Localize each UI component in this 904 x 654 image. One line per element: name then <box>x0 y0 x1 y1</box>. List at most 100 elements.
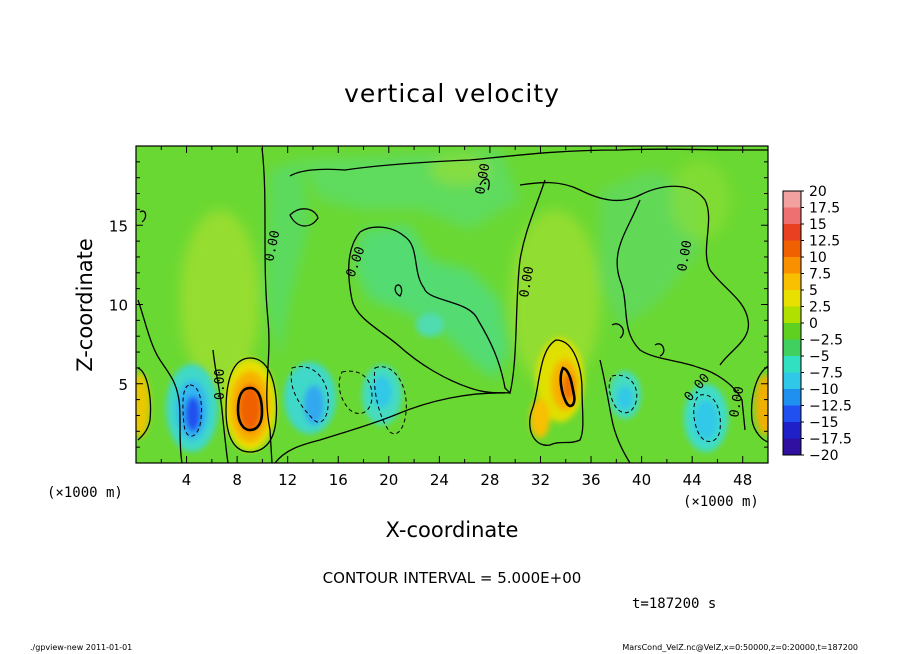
contour-downdraft-5 <box>608 374 638 414</box>
colorbar-swatch <box>783 438 801 455</box>
contour-label-8: 0.00 <box>473 162 493 195</box>
contour-zero-10 <box>212 349 229 463</box>
shade-warm-far-right <box>670 160 730 240</box>
downdraft-cell-4-core <box>617 386 633 410</box>
contour-field-fragment-1 <box>289 208 319 227</box>
x-unit-label-right: (×1000 m) <box>683 494 759 510</box>
contour-updraft-5 <box>750 365 768 443</box>
x-tick-label: 8 <box>232 471 242 489</box>
colorbar-label: 20 <box>809 184 827 200</box>
chart-title: vertical velocity <box>344 79 560 108</box>
contour-downdraft-1 <box>182 384 203 437</box>
contour-updraft-2-outer <box>529 339 584 446</box>
contours <box>137 147 768 463</box>
x-tick-label: 40 <box>632 471 651 489</box>
colorbar-label: −5 <box>809 349 830 365</box>
field-shading <box>180 150 730 390</box>
contour-zero-4 <box>274 392 506 463</box>
colorbar-swatch <box>783 405 801 422</box>
x-tick-label: 48 <box>733 471 752 489</box>
downdraft-cell-1-core <box>185 396 201 432</box>
contour-label-4: 0.00 <box>213 369 228 400</box>
colorbar-label: 0 <box>809 316 818 332</box>
x-tick-label: 44 <box>683 471 702 489</box>
colorbar-swatch <box>783 356 801 373</box>
shade-warm-upper <box>430 155 490 185</box>
colorbar-swatch <box>783 389 801 406</box>
colorbar-label: −20 <box>809 448 839 464</box>
x-unit-label-left: (×1000 m) <box>47 485 123 501</box>
colorbar-swatch <box>783 323 801 340</box>
x-tick-label: 4 <box>182 471 192 489</box>
contour-label-3: 0.00 <box>517 265 537 298</box>
time-text: t=187200 s <box>632 596 716 612</box>
contour-field-fragment-4 <box>139 210 147 223</box>
colorbar-label: 15 <box>809 217 827 233</box>
colorbar-swatch <box>783 290 801 307</box>
contour-zero-6 <box>519 181 750 366</box>
colorbar-swatch <box>783 224 801 241</box>
contour-downdraft-3 <box>338 370 373 414</box>
colorbar-swatch <box>783 257 801 274</box>
contour-updraft-1-outer <box>225 357 278 453</box>
contour-label-7: 0.00 <box>675 239 695 272</box>
x-tick-label: 16 <box>329 471 348 489</box>
contour-interval-text: CONTOUR INTERVAL = 5.000E+00 <box>323 569 582 587</box>
x-axis-ticks: 4 8 12 16 20 24 28 32 36 40 44 48 <box>160 146 752 489</box>
colorbar-label: −12.5 <box>809 399 852 415</box>
colorbar-swatch <box>783 191 801 208</box>
y-axis-ticks: 5 10 15 <box>109 161 768 448</box>
updraft-cell-3 <box>530 398 550 438</box>
contour-downdraft-4 <box>373 366 407 435</box>
contour-zero-1 <box>261 147 273 463</box>
x-tick-label: 20 <box>379 471 398 489</box>
colorbar-swatch <box>783 273 801 290</box>
plot-field: 0.00 0.00 0.00 0.00 0.00 0.00 0.00 0.00 <box>136 146 768 463</box>
updraft-cell-4 <box>136 373 150 437</box>
colorbar-label: −2.5 <box>809 333 843 349</box>
contour-downdraft-6 <box>693 394 721 442</box>
downdraft-cell-2-core <box>304 385 324 425</box>
colorbar-swatch <box>783 240 801 257</box>
contour-zero-8 <box>599 359 631 463</box>
shade-warm-right <box>510 210 600 390</box>
y-tick-label: 15 <box>109 217 128 235</box>
x-tick-label: 12 <box>278 471 297 489</box>
colorbar-swatch <box>783 339 801 356</box>
contours-negative <box>182 366 721 442</box>
footer-left: ./gpview-new 2011-01-01 <box>30 643 132 652</box>
x-tick-label: 36 <box>581 471 600 489</box>
contour-field-fragment-5 <box>611 323 624 339</box>
contour-field-fragment-6 <box>654 343 665 357</box>
x-tick-label: 28 <box>480 471 499 489</box>
x-tick-label: 32 <box>531 471 550 489</box>
downdraft-cell-3-core <box>372 376 392 408</box>
colorbar-label: −7.5 <box>809 366 843 382</box>
colorbar-swatch <box>783 207 801 224</box>
colorbar-label: 7.5 <box>809 267 831 283</box>
colorbar-label: 5 <box>809 283 818 299</box>
downdraft-cell-5-core <box>694 400 718 440</box>
contour-updraft-2-inner <box>559 366 576 408</box>
updraft-cell-1-core <box>238 384 262 432</box>
contour-updraft-1-inner <box>236 386 264 432</box>
updraft-cell-5 <box>755 375 768 435</box>
x-axis-label: X-coordinate <box>386 518 519 542</box>
contour-downdraft-2 <box>290 366 329 423</box>
x-tick-label: 24 <box>430 471 449 489</box>
contour-field-fragment-3 <box>479 178 490 191</box>
downdraft-cells <box>166 313 728 452</box>
colorbar-label: −10 <box>809 382 839 398</box>
colorbar-label: 2.5 <box>809 300 831 316</box>
contour-zero-9 <box>137 299 183 463</box>
y-tick-label: 5 <box>118 376 128 394</box>
colorbar-label: −15 <box>809 415 839 431</box>
y-tick-label: 10 <box>109 297 128 315</box>
contour-zero-7 <box>616 199 746 431</box>
colorbar-label: 17.5 <box>809 201 840 217</box>
colorbar-swatch <box>783 306 801 323</box>
contour-label-1: 0.00 <box>262 229 283 263</box>
shade-weak-down-center <box>355 225 510 380</box>
downdraft-cell-6 <box>416 313 444 337</box>
